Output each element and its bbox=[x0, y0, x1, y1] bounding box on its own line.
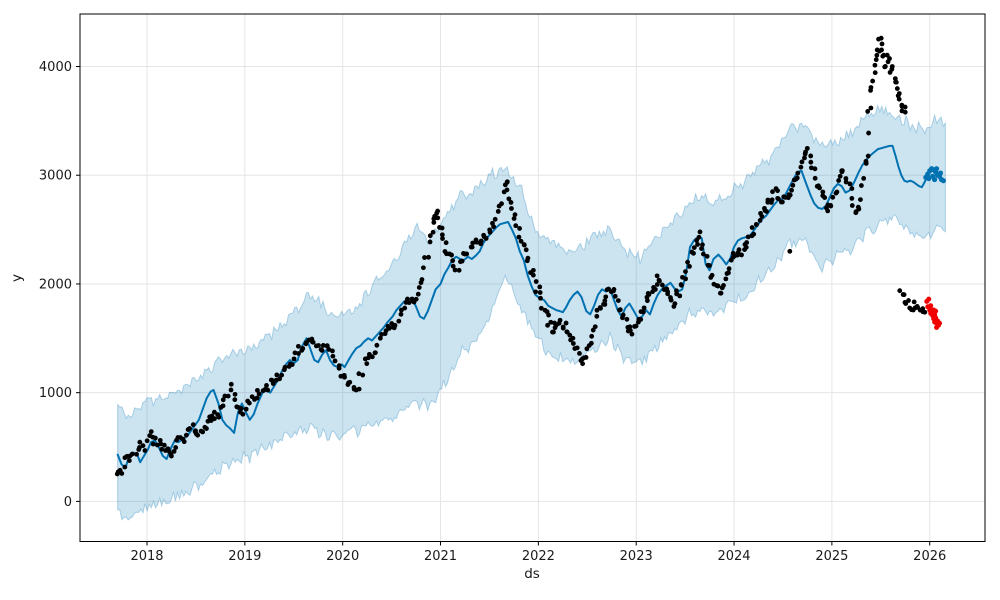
actual-points bbox=[114, 35, 928, 477]
plot-spines bbox=[79, 13, 986, 542]
x-tick-label: 2019 bbox=[228, 549, 261, 564]
y-tick-label: 0 bbox=[64, 495, 72, 510]
y-tick-label: 2000 bbox=[39, 277, 72, 292]
y-axis-label: y bbox=[9, 274, 25, 282]
chart-layers: 2018 2019 2020 2021 2022 2023 2024 2025 2026 0 100… bbox=[39, 13, 986, 564]
y-tick-label: 4000 bbox=[39, 60, 72, 75]
plot-area bbox=[114, 35, 947, 521]
y-tick-label: 1000 bbox=[39, 386, 72, 401]
anomaly-points bbox=[924, 296, 943, 330]
x-tick-label: 2023 bbox=[620, 549, 653, 564]
x-tick-label: 2024 bbox=[717, 549, 750, 564]
x-axis-label: ds bbox=[524, 566, 540, 582]
x-tick-label: 2022 bbox=[522, 549, 555, 564]
axis-ticks: 2018 2019 2020 2021 2022 2023 2024 2025 2026 0 100… bbox=[39, 60, 946, 564]
x-tick-label: 2026 bbox=[913, 549, 946, 564]
x-tick-label: 2018 bbox=[130, 549, 163, 564]
x-tick-label: 2025 bbox=[815, 549, 848, 564]
gridlines bbox=[80, 14, 985, 542]
x-tick-label: 2021 bbox=[424, 549, 457, 564]
y-tick-label: 3000 bbox=[39, 169, 72, 184]
x-tick-label: 2020 bbox=[326, 549, 359, 564]
uncertainty-band bbox=[117, 103, 946, 521]
future-points bbox=[923, 166, 947, 184]
